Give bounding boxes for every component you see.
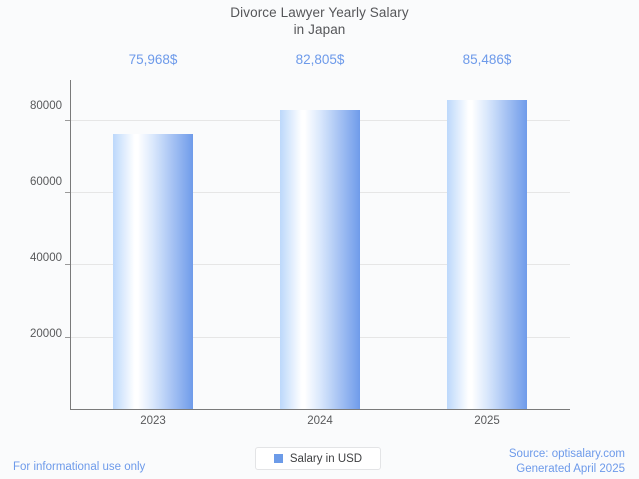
x-tick-label-2024: 2024: [307, 415, 333, 427]
y-tick-mark: [65, 264, 70, 265]
x-axis-line: [70, 409, 570, 410]
y-tick-mark: [65, 120, 70, 121]
bar-value-2024: 82,805$: [295, 52, 345, 67]
bar-value-2023: 75,968$: [128, 52, 178, 67]
footer-source: Source: optisalary.com: [508, 448, 625, 460]
chart-title: Divorce Lawyer Yearly Salary in Japan: [0, 4, 639, 38]
y-tick-label: 20000: [30, 328, 62, 340]
bar-2023[interactable]: [113, 134, 193, 409]
x-tick-label-2023: 2023: [140, 415, 166, 427]
y-tick-label: 40000: [30, 252, 62, 264]
y-tick-label: 60000: [30, 176, 62, 188]
y-tick-label: 80000: [30, 100, 62, 112]
footer-source-block: Source: optisalary.com Generated April 2…: [509, 447, 625, 477]
y-tick-mark: [65, 192, 70, 193]
y-tick-mark: [65, 337, 70, 338]
plot-area: [65, 80, 570, 409]
legend-label: Salary in USD: [289, 452, 363, 465]
bar-2025[interactable]: [447, 100, 527, 409]
chart-title-line2: in Japan: [293, 22, 346, 37]
chart-title-line1: Divorce Lawyer Yearly Salary: [230, 5, 409, 20]
legend-swatch-icon: [273, 454, 283, 463]
bar-2024[interactable]: [280, 110, 360, 409]
footer-generated: Generated April 2025: [516, 463, 625, 475]
x-tick-label-2025: 2025: [474, 415, 500, 427]
y-axis-line: [70, 80, 71, 410]
bar-value-2025: 85,486$: [462, 52, 512, 67]
footer-disclaimer: For informational use only: [13, 461, 146, 473]
legend[interactable]: Salary in USD: [255, 447, 381, 470]
